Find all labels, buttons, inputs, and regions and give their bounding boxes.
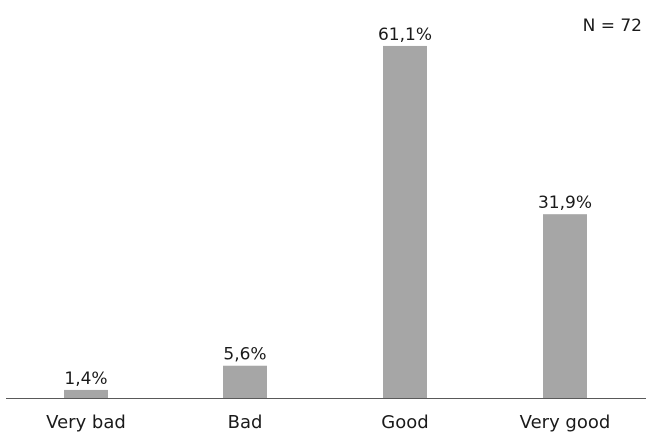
bar-bad [223,365,267,398]
category-label-bad: Bad [228,412,263,433]
bar-good [383,45,427,398]
category-label-good: Good [381,412,428,433]
value-label-good: 61,1% [378,25,432,45]
bar-very-good [543,214,587,398]
bar-very-bad [64,389,108,398]
value-label-very-good: 31,9% [538,193,592,213]
value-label-bad: 5,6% [223,345,266,365]
value-labels-group: 1,4% 5,6% 61,1% 31,9% [64,25,592,389]
category-label-very-bad: Very bad [46,412,126,433]
sample-size-annotation: N = 72 [583,16,642,36]
category-label-very-good: Very good [520,412,611,433]
bars-group [64,45,587,398]
value-label-very-bad: 1,4% [64,369,107,389]
category-labels-group: Very bad Bad Good Very good [46,412,610,433]
